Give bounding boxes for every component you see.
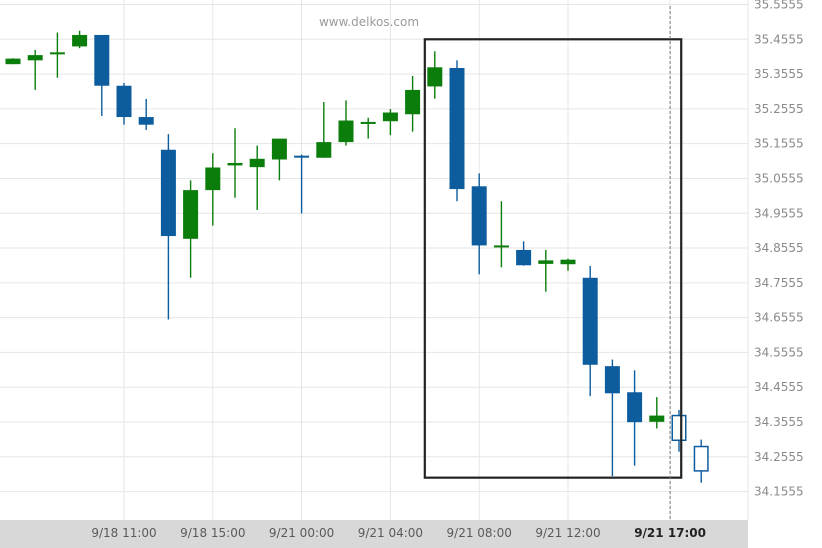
candle [360, 117, 376, 139]
candle-body [538, 260, 554, 264]
candle [338, 100, 354, 146]
candle [538, 249, 554, 292]
x-tick-label: 9/18 15:00 [180, 526, 245, 540]
candle-body [94, 34, 110, 86]
candle-body [249, 158, 265, 168]
candle [294, 154, 310, 214]
y-tick-label: 34.6555 [754, 311, 804, 325]
candle-body [205, 167, 221, 191]
candle-body [560, 259, 576, 265]
x-axis-band [0, 520, 748, 548]
y-tick-label: 34.7555 [754, 276, 804, 290]
x-tick-label: 9/21 00:00 [269, 526, 334, 540]
y-tick-label: 35.5555 [754, 0, 804, 12]
x-tick-label: 9/18 11:00 [91, 526, 156, 540]
candle [5, 58, 21, 65]
candle [449, 60, 465, 202]
y-tick-label: 34.9555 [754, 206, 804, 220]
projection-candle [693, 439, 709, 483]
y-tick-label: 35.3555 [754, 67, 804, 81]
candle-body [382, 112, 398, 122]
candle [493, 201, 509, 268]
candle [94, 34, 110, 117]
candle-body [516, 249, 532, 266]
candle-body [360, 121, 376, 124]
candle [604, 359, 620, 477]
candle-body [27, 55, 43, 61]
candle [72, 30, 88, 49]
candle-body [227, 162, 243, 166]
candle [316, 102, 332, 158]
candle-body [405, 89, 421, 115]
candle-body [604, 366, 620, 394]
candle [271, 138, 287, 181]
y-axis-ticks: 35.5555 35.4555 35.3555 35.2555 35.1555 35.05… [754, 0, 804, 499]
candle [649, 397, 665, 429]
candle-body [427, 67, 443, 87]
candle [249, 145, 265, 210]
y-tick-label: 35.0555 [754, 171, 804, 185]
candle [516, 241, 532, 266]
candle-body [316, 142, 332, 158]
projection-candle [671, 409, 687, 452]
candle-body [5, 58, 21, 65]
y-tick-label: 34.2555 [754, 450, 804, 464]
candle [427, 51, 443, 99]
highlight-box [423, 38, 683, 479]
candle [627, 370, 643, 466]
candle [27, 49, 43, 90]
candle [227, 128, 243, 198]
x-tick-label: 9/21 17:00 [634, 526, 706, 540]
y-tick-label: 34.8555 [754, 241, 804, 255]
candle-body [471, 186, 487, 246]
candle [116, 82, 132, 125]
candle-body [183, 190, 199, 239]
y-tick-label: 35.1555 [754, 137, 804, 151]
candle [138, 98, 154, 130]
candle [582, 265, 598, 397]
candle [183, 180, 199, 278]
y-tick-label: 34.1555 [754, 485, 804, 499]
candle [382, 109, 398, 136]
x-axis-ticks: 9/18 11:00 9/18 15:00 9/21 00:00 9/21 04:00… [91, 526, 706, 540]
candle-body [449, 67, 465, 190]
candle-body [493, 245, 509, 248]
y-tick-label: 34.4555 [754, 380, 804, 394]
candle [560, 258, 576, 271]
y-tick-label: 34.5555 [754, 345, 804, 359]
watermark: www.delkos.com [319, 15, 419, 29]
y-tick-label: 34.3555 [754, 415, 804, 429]
x-tick-label: 9/21 12:00 [535, 526, 600, 540]
x-tick-label: 9/21 08:00 [447, 526, 512, 540]
y-tick-label: 35.4555 [754, 32, 804, 46]
x-tick-label: 9/21 04:00 [358, 526, 423, 540]
candle-body [294, 155, 310, 158]
candle-body [582, 277, 598, 365]
candle [205, 153, 221, 226]
candle-body [338, 120, 354, 143]
candle [471, 173, 487, 275]
candle-body [671, 414, 687, 442]
candle-body [116, 85, 132, 118]
candle-body [138, 117, 154, 125]
candle-body [271, 138, 287, 160]
candle-body [693, 445, 709, 472]
candle [49, 32, 65, 78]
candle-body [627, 392, 643, 423]
candle-body [160, 149, 176, 237]
candle [160, 134, 176, 320]
candle-body [649, 415, 665, 422]
y-tick-label: 35.2555 [754, 102, 804, 116]
projection-candles [671, 409, 709, 483]
candle-body [49, 52, 65, 55]
candle-body [72, 34, 88, 47]
grid-lines [0, 0, 749, 520]
candle [405, 75, 421, 132]
candles [5, 30, 665, 477]
